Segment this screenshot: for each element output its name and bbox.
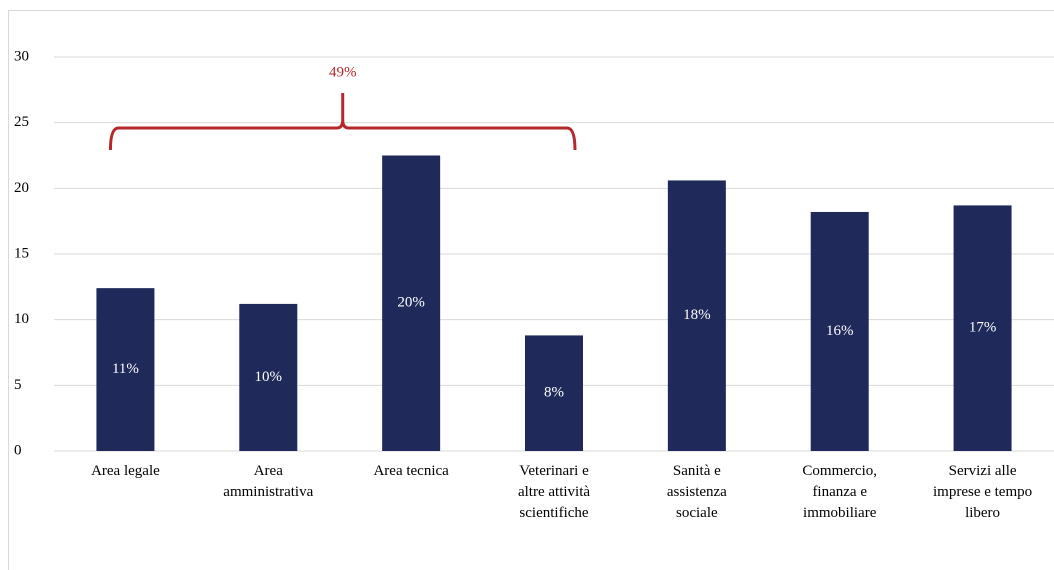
bar-label: 18% [683,307,711,323]
bracket [108,93,577,151]
x-tick-label: Area tecnica [373,463,449,479]
bar [382,155,441,451]
bar-label: 11% [112,361,139,377]
bar-label: 20% [397,295,425,311]
y-tick-label: 30 [14,48,29,64]
bar [810,211,869,451]
y-tick-label: 15 [14,245,29,261]
x-tick-label: Sanità e assistenza sociale [667,463,727,521]
x-tick-label: Area amministrativa [223,463,313,500]
bar [525,335,583,451]
bar-label: 8% [544,385,564,401]
y-tick-label: 10 [14,311,29,327]
y-tick-label: 25 [14,114,29,130]
bar-label: 16% [826,323,854,339]
y-tick-label: 20 [14,180,29,196]
x-tick-label: Servizi alle imprese e tempo libero [933,463,1032,521]
x-tick-label: Veterinari e altre attività scientifiche [518,463,590,521]
y-tick-label: 5 [14,377,22,393]
bar [96,288,155,451]
bar [239,303,298,451]
x-tick-label: Commercio, finanza e immobiliare [802,463,877,521]
bar-label: 17% [969,320,997,336]
bar [953,205,1012,451]
bar-label: 10% [255,369,283,385]
annotation: 49% [329,64,357,80]
x-tick-label: Area legale [91,463,160,479]
bar [667,180,726,451]
y-tick-label: 0 [14,442,22,458]
